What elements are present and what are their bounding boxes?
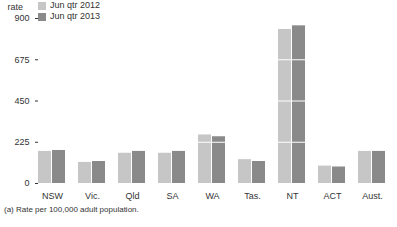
- svg-text:ACT: ACT: [324, 191, 343, 201]
- svg-text:Vic.: Vic.: [85, 191, 100, 201]
- svg-text:Aust.: Aust.: [362, 191, 383, 201]
- svg-text:675: 675: [14, 55, 29, 65]
- svg-text:Tas.: Tas.: [244, 191, 261, 201]
- html-text:Jun qtr 2013: Jun qtr 2013: [50, 11, 100, 21]
- svg-text:NT: NT: [287, 191, 299, 201]
- svg-text:rate: rate: [8, 2, 24, 12]
- svg-text:NSW: NSW: [42, 191, 64, 201]
- svg-text:WA: WA: [205, 191, 219, 201]
- svg-text:900: 900: [14, 13, 29, 23]
- svg-text:450: 450: [14, 96, 29, 106]
- svg-text:Qld: Qld: [125, 191, 139, 201]
- svg-text:0: 0: [24, 178, 29, 188]
- html-text:Jun qtr 2012: Jun qtr 2012: [50, 0, 100, 10]
- html-text:(a) Rate per 100,000 adult pop: (a) Rate per 100,000 adult population.: [4, 205, 139, 214]
- svg-text:SA: SA: [166, 191, 178, 201]
- svg-text:225: 225: [14, 137, 29, 147]
